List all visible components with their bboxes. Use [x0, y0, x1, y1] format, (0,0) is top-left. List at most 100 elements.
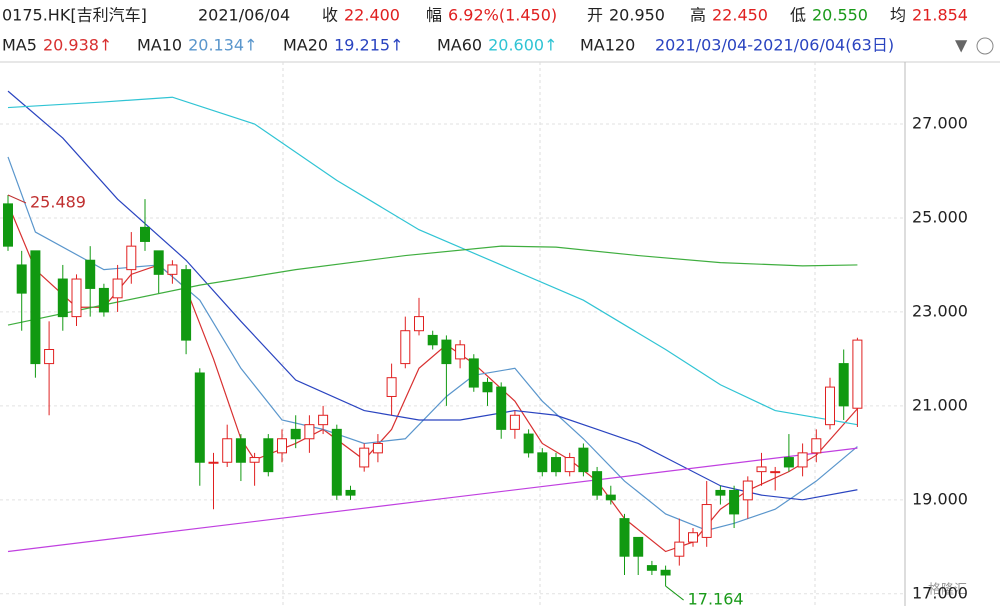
field-label: 幅	[426, 6, 442, 25]
candle-body	[44, 349, 55, 365]
field-label: 低	[790, 6, 806, 25]
candle-body	[564, 457, 575, 473]
field-label: 开	[587, 6, 603, 25]
candle-body	[427, 334, 438, 346]
ma-line	[7, 156, 858, 531]
candle-body	[852, 339, 863, 409]
candle-body	[235, 438, 246, 463]
candle-body	[57, 278, 68, 318]
candle-body	[660, 569, 671, 576]
candle-body	[729, 489, 740, 515]
dropdown-icon[interactable]: ▼	[955, 36, 968, 55]
candle-body	[304, 424, 315, 440]
date: 2021/06/04	[198, 6, 290, 25]
candle-body	[249, 457, 260, 463]
candle-body	[468, 358, 479, 388]
legend-name: MA120	[580, 36, 635, 55]
field-value: 20.950	[609, 6, 665, 25]
candle-body	[112, 278, 123, 299]
candle-body	[414, 316, 424, 332]
y-tick-label: 25.000	[912, 207, 968, 226]
candle-body	[400, 330, 411, 365]
candle-body	[592, 471, 603, 496]
candle-body	[619, 518, 630, 557]
candle-body	[770, 471, 781, 474]
field-value: 6.92%(1.450)	[448, 6, 557, 25]
candle-body	[646, 565, 657, 571]
candle-body	[783, 457, 794, 468]
candle-body	[838, 363, 849, 407]
candle-body	[16, 264, 27, 294]
legend-name: MA5	[2, 36, 37, 55]
legend-value: 20.134↑	[188, 36, 257, 55]
candle-body	[98, 287, 109, 313]
candle-body	[715, 489, 726, 496]
legend-value: 19.215↑	[334, 36, 403, 55]
candle-body	[605, 494, 616, 501]
field-value: 22.450	[712, 6, 768, 25]
candle-body	[3, 203, 13, 247]
field-label: 高	[690, 6, 706, 25]
ma-line	[7, 245, 858, 326]
candle-body	[372, 442, 383, 454]
legend-name: MA10	[137, 36, 182, 55]
candle-body	[194, 372, 205, 463]
candle-body	[85, 259, 96, 289]
candle-body	[345, 489, 356, 496]
candle-body	[825, 386, 835, 426]
candle-body	[674, 541, 685, 557]
candle-body	[797, 452, 808, 468]
candle-body	[578, 447, 589, 473]
candle-body	[537, 452, 548, 473]
candle-body	[140, 226, 150, 242]
ma-line	[7, 447, 858, 553]
candle-body	[482, 381, 493, 393]
candle-body	[811, 438, 822, 454]
candle-body	[496, 386, 507, 430]
candle-body	[756, 466, 767, 473]
y-tick-label: 27.000	[912, 114, 968, 133]
candle-body	[126, 245, 137, 271]
candle-body	[331, 428, 342, 496]
legend-value: 20.938↑	[43, 36, 112, 55]
candle-body	[551, 457, 561, 473]
y-tick-label: 17.000	[912, 583, 968, 602]
legend-name: MA20	[283, 36, 328, 55]
range: 2021/03/04-2021/06/04(63日)	[655, 36, 894, 55]
ma-line	[7, 96, 858, 426]
candle-body	[222, 438, 233, 463]
candle-body	[263, 438, 274, 473]
field-value: 21.854	[912, 6, 968, 25]
field-value: 20.550	[812, 6, 868, 25]
y-tick-label: 23.000	[912, 301, 968, 320]
candle-body	[359, 447, 370, 468]
field-label: 收	[322, 6, 338, 25]
candle-body	[30, 250, 41, 365]
candle-body	[455, 344, 466, 360]
candle-body	[701, 504, 712, 538]
candle-body	[71, 278, 82, 318]
candle-body	[208, 461, 219, 464]
candle-body	[523, 433, 534, 454]
candle-body	[290, 428, 301, 440]
candle-body	[318, 414, 329, 426]
high-pointer	[7, 194, 27, 204]
candle-body	[688, 532, 698, 543]
candle-body	[633, 536, 644, 557]
legend-name: MA60	[437, 36, 482, 55]
candle-body	[441, 339, 452, 365]
high-label: 25.489	[30, 192, 86, 211]
low-label: 17.164	[688, 590, 744, 606]
candle-body	[742, 480, 753, 501]
low-pointer	[665, 585, 684, 601]
y-tick-label: 21.000	[912, 395, 968, 414]
settings-icon[interactable]	[976, 37, 994, 55]
field-value: 22.400	[344, 6, 400, 25]
watermark: 格隆汇	[928, 582, 967, 598]
candle-body	[167, 264, 178, 275]
candle-body	[181, 269, 192, 341]
candle-body	[153, 250, 164, 275]
legend-value: 20.600↑	[488, 36, 557, 55]
candle-body	[509, 414, 520, 430]
candle-body	[277, 438, 287, 454]
